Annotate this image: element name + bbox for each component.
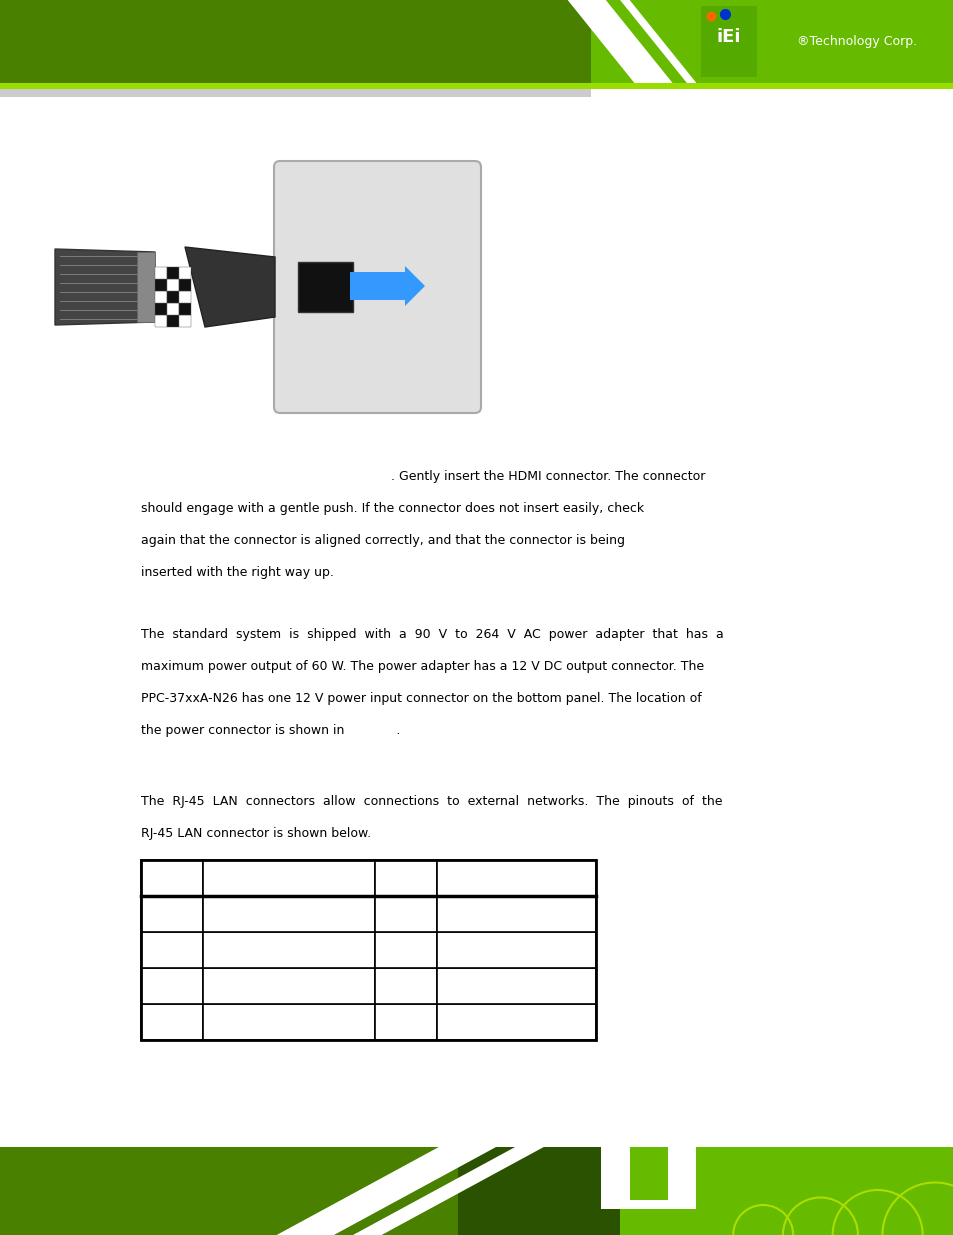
Bar: [179, 291, 191, 303]
Bar: [591, 0, 953, 83]
Bar: [179, 267, 191, 279]
Bar: [375, 932, 436, 968]
Bar: [167, 303, 179, 315]
Bar: [167, 315, 179, 327]
Bar: [141, 968, 203, 1004]
Bar: [436, 860, 596, 897]
Bar: [203, 968, 375, 1004]
Bar: [375, 860, 436, 897]
Bar: [0, 89, 591, 98]
Bar: [0, 1147, 457, 1235]
Bar: [700, 6, 757, 77]
Polygon shape: [567, 0, 672, 83]
Polygon shape: [55, 249, 154, 325]
Text: again that the connector is aligned correctly, and that the connector is being: again that the connector is aligned corr…: [141, 534, 624, 547]
Bar: [619, 1147, 953, 1235]
Bar: [141, 860, 203, 897]
Text: . Gently insert the HDMI connector. The connector: . Gently insert the HDMI connector. The …: [391, 471, 705, 483]
Bar: [436, 968, 596, 1004]
Bar: [154, 291, 167, 303]
Bar: [141, 932, 203, 968]
Bar: [179, 279, 191, 291]
Bar: [167, 267, 179, 279]
Bar: [141, 1004, 203, 1040]
Text: The  standard  system  is  shipped  with  a  90  V  to  264  V  AC  power  adapt: The standard system is shipped with a 90…: [141, 629, 723, 641]
Bar: [167, 279, 179, 291]
Bar: [179, 315, 191, 327]
Bar: [203, 1004, 375, 1040]
Text: the power connector is shown in             .: the power connector is shown in .: [141, 724, 400, 737]
Bar: [297, 262, 353, 312]
Text: iEi: iEi: [717, 28, 740, 47]
Bar: [203, 860, 375, 897]
Text: inserted with the right way up.: inserted with the right way up.: [141, 566, 334, 579]
Bar: [154, 279, 167, 291]
Bar: [141, 897, 203, 932]
Text: ®Technology Corp.: ®Technology Corp.: [797, 35, 916, 48]
Bar: [154, 267, 167, 279]
Polygon shape: [600, 1147, 696, 1209]
Bar: [0, 83, 953, 89]
Text: The  RJ-45  LAN  connectors  allow  connections  to  external  networks.  The  p: The RJ-45 LAN connectors allow connectio…: [141, 795, 722, 808]
Text: RJ-45 LAN connector is shown below.: RJ-45 LAN connector is shown below.: [141, 827, 371, 840]
Bar: [436, 1004, 596, 1040]
Text: maximum power output of 60 W. The power adapter has a 12 V DC output connector. : maximum power output of 60 W. The power …: [141, 659, 703, 673]
Bar: [141, 860, 596, 1040]
Polygon shape: [619, 0, 696, 83]
Bar: [0, 0, 591, 83]
Polygon shape: [185, 247, 274, 327]
Polygon shape: [276, 1147, 496, 1235]
Bar: [154, 315, 167, 327]
Bar: [203, 897, 375, 932]
Bar: [350, 272, 405, 300]
Polygon shape: [353, 1147, 543, 1235]
Polygon shape: [405, 266, 424, 306]
Bar: [375, 897, 436, 932]
Bar: [375, 1004, 436, 1040]
Bar: [179, 303, 191, 315]
Bar: [0, 1147, 953, 1235]
Text: should engage with a gentle push. If the connector does not insert easily, check: should engage with a gentle push. If the…: [141, 501, 643, 515]
Bar: [167, 291, 179, 303]
FancyBboxPatch shape: [274, 161, 480, 412]
Bar: [375, 968, 436, 1004]
Bar: [137, 252, 154, 322]
Bar: [436, 932, 596, 968]
Bar: [203, 932, 375, 968]
Bar: [0, 0, 953, 83]
Bar: [436, 897, 596, 932]
Bar: [154, 303, 167, 315]
Text: PPC-37xxA-N26 has one 12 V power input connector on the bottom panel. The locati: PPC-37xxA-N26 has one 12 V power input c…: [141, 692, 701, 705]
